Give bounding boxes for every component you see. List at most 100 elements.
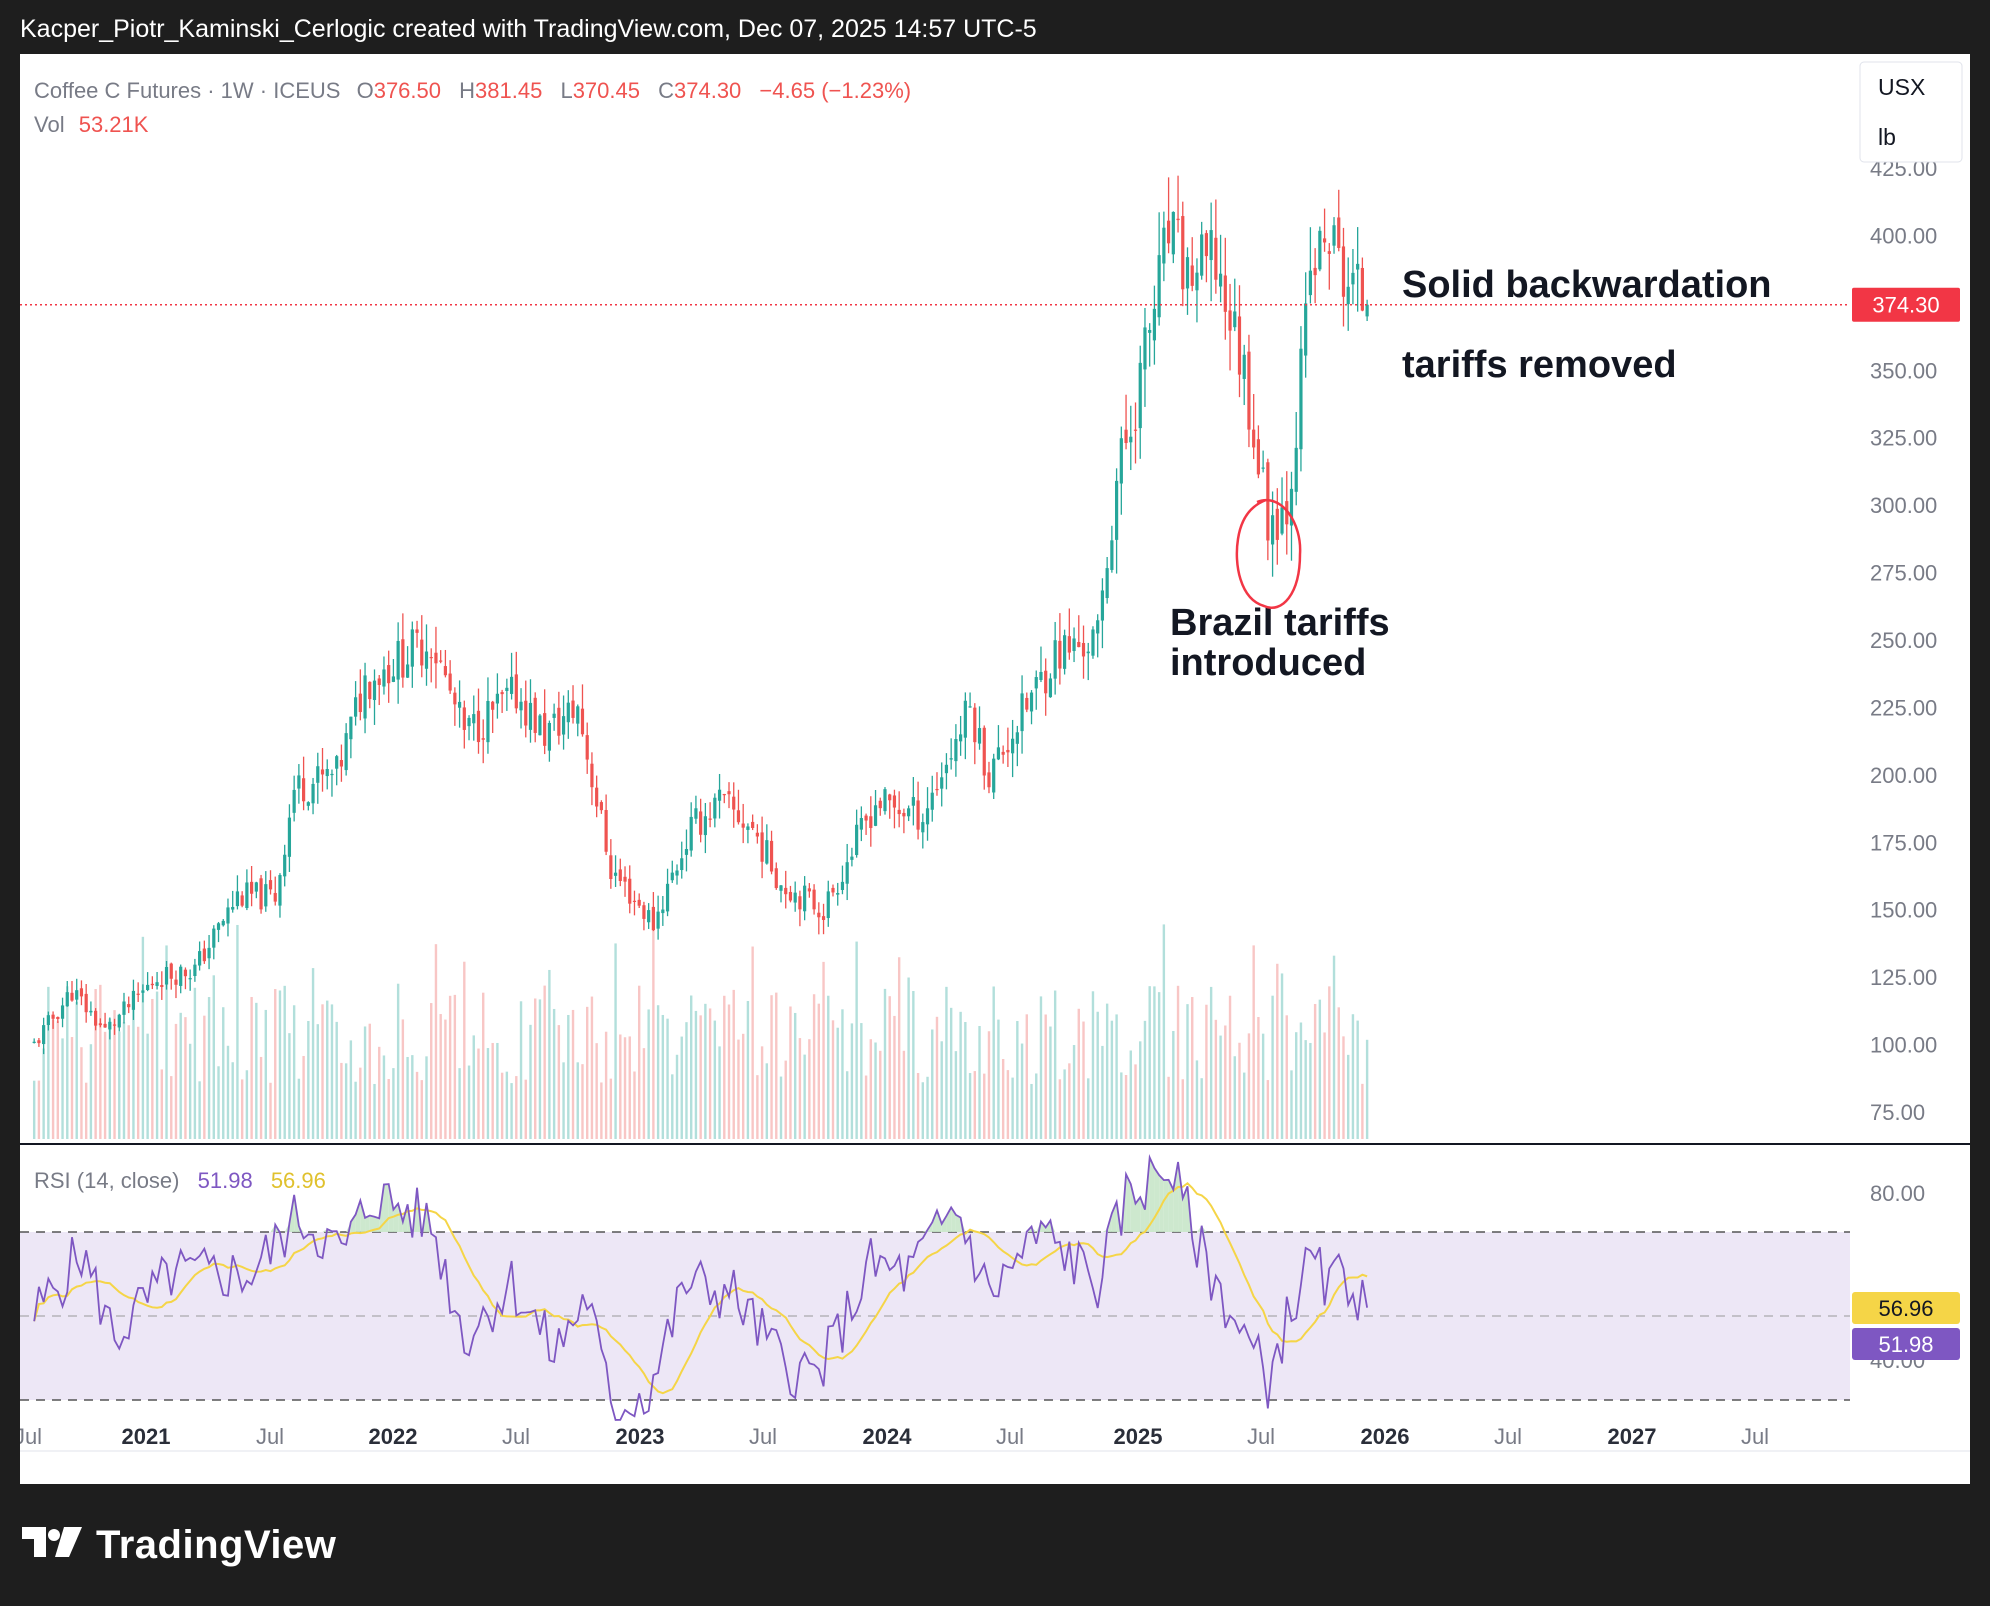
rsi-ma-badge-text: 56.96 <box>1878 1296 1933 1321</box>
volume-bar <box>477 1048 480 1139</box>
candle-body <box>717 789 722 801</box>
unit-box[interactable]: USX lb <box>1859 61 1963 163</box>
volume-bar <box>174 1023 178 1139</box>
volume-bar <box>548 969 551 1139</box>
volume-bar <box>42 1048 45 1139</box>
candle-body <box>1152 308 1157 341</box>
chart-frame[interactable]: 425.00400.00375.00350.00325.00300.00275.… <box>20 54 1970 1484</box>
candle-body <box>944 764 949 774</box>
candle-body <box>179 966 183 986</box>
volume-bar <box>1030 1083 1033 1139</box>
volume-bar <box>278 990 282 1139</box>
volume-bar <box>1115 1014 1118 1139</box>
volume-bar <box>222 1007 225 1139</box>
volume-bar <box>534 998 537 1139</box>
volume-bar <box>519 1001 523 1139</box>
candle-body <box>287 817 292 857</box>
candle-body <box>959 734 963 742</box>
candle-body <box>377 678 381 685</box>
highlight-circle[interactable] <box>1235 498 1302 609</box>
volume-bar <box>959 1011 962 1139</box>
candle-body <box>869 816 873 828</box>
volume-bar <box>146 1033 149 1139</box>
low-label: L <box>560 78 572 103</box>
unit-currency: USX <box>1878 74 1925 100</box>
tradingview-brand[interactable]: TradingView <box>22 1515 336 1575</box>
volume-bar <box>444 1019 447 1139</box>
volume-bar <box>1129 1050 1132 1139</box>
annotation-tariffs-introduced-2[interactable]: introduced <box>1170 642 1366 684</box>
candle-body <box>864 815 868 821</box>
candle-body <box>519 701 523 711</box>
time-axis[interactable]: Jul 2021 Jul 2022 Jul 2023 Jul 2024 Jul 2025 Jul 20… <box>20 1424 1769 1449</box>
candle-body <box>968 706 972 708</box>
candle-body <box>1143 327 1147 370</box>
candle-body <box>245 882 249 909</box>
candle-body <box>656 911 660 929</box>
candle-body <box>98 1023 102 1026</box>
candle-body <box>250 881 254 894</box>
candle-body <box>1360 267 1364 311</box>
volume-bar <box>604 1031 608 1139</box>
volume-bar <box>812 994 816 1139</box>
volume-bar <box>1072 1045 1076 1139</box>
volume-bar <box>1148 986 1151 1139</box>
candle-body <box>694 808 698 819</box>
time-tick-5: 2023 <box>616 1424 665 1449</box>
candle-body <box>1138 362 1142 429</box>
candle-body <box>505 687 509 691</box>
volume-bar <box>874 1042 877 1139</box>
caption-bar: Kacper_Piotr_Kaminski_Cerlogic created w… <box>0 0 1990 54</box>
annotation-backwardation[interactable]: Solid backwardation <box>1402 264 1772 306</box>
volume-bar <box>647 1009 650 1139</box>
candle-body <box>788 891 793 901</box>
volume-bar <box>458 1068 461 1139</box>
candle-body <box>335 756 339 769</box>
candle-body <box>684 849 689 855</box>
candle-body <box>401 639 405 678</box>
candle-body <box>1327 251 1331 254</box>
candle-body <box>410 629 414 667</box>
volume-bar <box>694 1010 698 1139</box>
volume-bar <box>921 1082 925 1139</box>
volume-bar <box>113 1010 116 1139</box>
candle-body <box>108 1021 112 1030</box>
candle-body <box>1195 272 1199 291</box>
chart-svg[interactable]: 425.00400.00375.00350.00325.00300.00275.… <box>20 54 1970 1484</box>
volume-bar <box>827 995 830 1139</box>
candle-body <box>543 713 547 746</box>
volume-bar <box>212 975 215 1139</box>
rsi-overbought-fill <box>1140 1197 1145 1232</box>
volume-bar <box>1347 1054 1350 1139</box>
candle-body <box>1029 692 1034 712</box>
volume-bar <box>439 1014 442 1139</box>
volume-bar <box>978 1026 981 1139</box>
volume-bar <box>1176 985 1180 1139</box>
candle-body <box>1318 230 1322 270</box>
candle-body <box>462 707 466 730</box>
annotation-tariffs-introduced-1[interactable]: Brazil tariffs <box>1170 602 1390 644</box>
candle-body <box>94 1010 98 1026</box>
annotation-tariffs-removed[interactable]: tariffs removed <box>1402 344 1677 386</box>
volume-bar <box>1299 1022 1303 1139</box>
candle-body <box>1356 263 1360 270</box>
candle-layer <box>32 175 1369 1055</box>
volume-bar <box>661 1014 665 1139</box>
candle-body <box>472 714 476 724</box>
rsi-overbought-fill <box>365 1215 370 1232</box>
rsi-overbought-fill <box>1154 1168 1160 1232</box>
candle-body <box>765 840 769 864</box>
price-tick-13: 100.00 <box>1870 1033 1937 1058</box>
volume-bar <box>784 1060 787 1139</box>
volume-bar <box>623 1037 627 1139</box>
price-tick-1: 400.00 <box>1870 223 1937 248</box>
volume-bar <box>708 1008 712 1139</box>
candle-body <box>613 872 618 876</box>
candle-body <box>136 993 140 995</box>
volume-bar <box>723 995 726 1139</box>
volume-bar <box>822 961 825 1139</box>
open-value: 376.50 <box>374 78 441 103</box>
candle-body <box>439 660 443 662</box>
candle-body <box>836 893 840 895</box>
candle-body <box>216 923 221 930</box>
